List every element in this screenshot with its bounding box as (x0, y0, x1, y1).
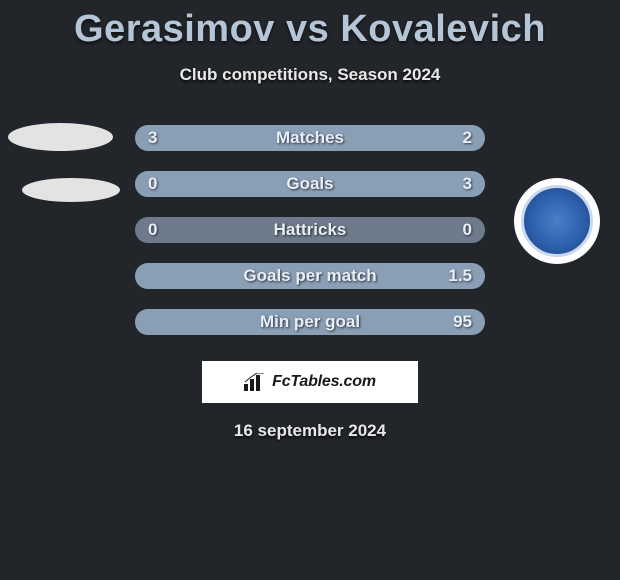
stat-label: Min per goal (260, 309, 360, 335)
stat-value-left: 3 (148, 125, 157, 151)
stat-value-right: 95 (453, 309, 472, 335)
bar-chart-icon (244, 373, 266, 391)
stat-row: 95 Min per goal (0, 309, 620, 335)
stat-value-left: 0 (148, 217, 157, 243)
stat-row: 0 0 Hattricks (0, 217, 620, 243)
stat-label: Matches (276, 125, 344, 151)
stat-row: 0 3 Goals (0, 171, 620, 197)
stat-row: 3 2 Matches (0, 125, 620, 151)
stat-value-right: 3 (463, 171, 472, 197)
stats-rows: 3 2 Matches 0 3 Goals 0 0 Hattricks 1.5 Goals per … (0, 125, 620, 335)
stat-value-right: 1.5 (448, 263, 472, 289)
branding-box: FcTables.com (202, 361, 418, 403)
stat-value-left: 0 (148, 171, 157, 197)
stat-value-right: 0 (463, 217, 472, 243)
stat-label: Goals (286, 171, 333, 197)
stat-value-right: 2 (463, 125, 472, 151)
branding-text: FcTables.com (272, 373, 376, 391)
date-text: 16 september 2024 (0, 421, 620, 441)
stat-label: Hattricks (274, 217, 347, 243)
comparison-title: Gerasimov vs Kovalevich (0, 0, 620, 51)
stat-row: 1.5 Goals per match (0, 263, 620, 289)
comparison-subtitle: Club competitions, Season 2024 (0, 65, 620, 85)
stat-label: Goals per match (243, 263, 376, 289)
